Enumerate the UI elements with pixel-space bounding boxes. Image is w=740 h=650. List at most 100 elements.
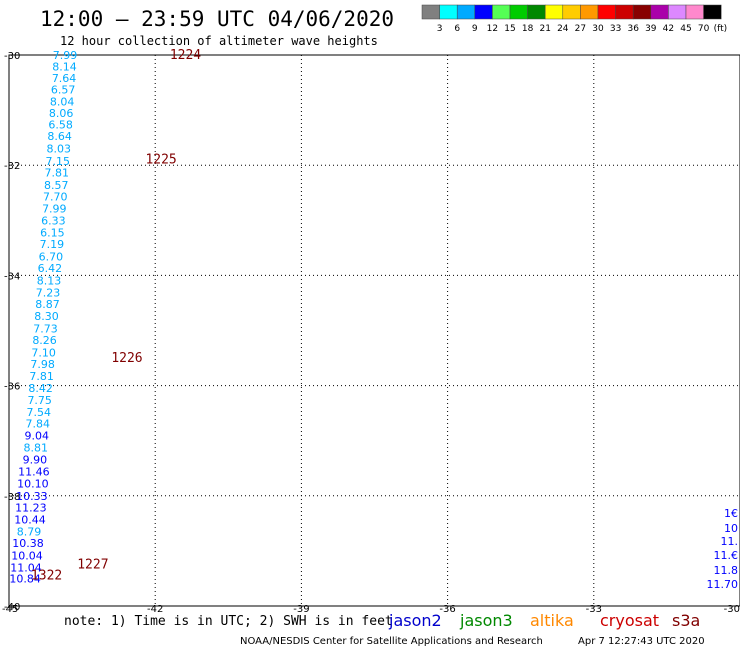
wave-height-value: 10.38 <box>12 537 44 550</box>
x-tick-label: -36 <box>439 604 455 615</box>
wave-height-value: 8.03 <box>46 143 71 156</box>
color-scale-swatch <box>456 4 476 20</box>
edge-wave-height-value: 1€ <box>724 507 738 520</box>
wave-height-value: 10.10 <box>17 478 49 491</box>
wave-height-value: 10.04 <box>11 549 43 562</box>
wave-height-value: 7.70 <box>43 191 68 204</box>
color-scale-label: 6 <box>454 24 460 34</box>
x-tick-label: -42 <box>147 604 163 615</box>
satellite-legend: jason2 jason3 altika cryosat s3a <box>388 611 700 630</box>
x-tick-label: -33 <box>586 604 602 615</box>
plot-frame <box>8 54 740 607</box>
wave-height-value: 10.33 <box>16 490 48 503</box>
wave-height-value: 7.81 <box>29 370 54 383</box>
wave-height-value: 7.19 <box>40 238 65 251</box>
wave-height-value: 8.26 <box>32 334 57 347</box>
wave-height-value: 11.46 <box>18 466 50 479</box>
pass-labels: 1224 1225 1226 1227 1322 <box>31 48 201 584</box>
edge-wave-height-value: 11.8 <box>714 564 739 577</box>
y-tick-label: -30 <box>4 51 20 62</box>
color-scale-swatch <box>703 4 722 20</box>
wave-height-value: 8.87 <box>35 298 60 311</box>
pass-label: 1224 <box>170 48 201 63</box>
wave-height-value: 10.84 <box>9 572 41 585</box>
wave-height-value: 6.42 <box>38 262 63 275</box>
color-scale-unit: (ft) <box>714 24 728 34</box>
y-tick-label: -36 <box>4 382 20 393</box>
color-scale-label: 12 <box>487 24 498 34</box>
x-axis-ticks: -45 -42 -39 -36 -33 -30 <box>2 604 740 615</box>
wave-height-value: 11.23 <box>15 501 47 514</box>
footer-credit: NOAA/NESDIS Center for Satellite Applica… <box>240 636 543 647</box>
footer-timestamp: Apr 7 12:27:43 UTC 2020 <box>578 636 705 647</box>
color-scale-swatch <box>632 4 652 20</box>
color-scale-swatch <box>562 4 581 20</box>
chart-title: 12:00 – 23:59 UTC 04/06/2020 <box>40 7 394 31</box>
wave-height-value: 8.57 <box>44 179 69 192</box>
wave-height-value: 7.15 <box>45 155 70 168</box>
wave-height-value: 8.79 <box>17 526 42 539</box>
wave-height-value: 8.14 <box>52 61 77 74</box>
wave-height-value: 10.44 <box>14 513 46 526</box>
color-scale-swatch <box>685 4 704 20</box>
y-tick-label: -40 <box>4 602 20 613</box>
wave-height-value: 9.04 <box>25 430 50 443</box>
wave-height-value: 7.10 <box>31 347 56 360</box>
y-axis-ticks: -30 -32 -34 -36 -38 -40 <box>4 51 20 613</box>
wave-height-value: 7.64 <box>52 72 77 85</box>
color-scale-label: 21 <box>539 24 550 34</box>
wave-height-value: 8.06 <box>49 107 74 120</box>
wave-height-value: 7.81 <box>45 166 70 179</box>
satellite-jason3-label: jason3 <box>459 611 513 630</box>
wave-height-value: 7.73 <box>33 322 58 335</box>
color-scale-label: 42 <box>663 24 674 34</box>
color-scale-swatch <box>615 4 634 20</box>
color-scale-label: 30 <box>592 24 604 34</box>
satellite-altika-label: altika <box>530 611 574 630</box>
wave-height-value: 7.99 <box>53 49 78 62</box>
wave-height-value: 11.04 <box>10 561 42 574</box>
wave-height-value: 9.90 <box>23 453 48 466</box>
y-tick-label: -34 <box>4 271 20 282</box>
pass-label: 1227 <box>77 558 108 573</box>
pass-label: 1322 <box>31 569 62 584</box>
edge-wave-height-value: 10 <box>724 522 738 535</box>
edge-wave-height-value: 11.€ <box>714 549 739 562</box>
edge-wave-height-value: 11.70 <box>707 578 739 591</box>
wave-height-value: 8.13 <box>37 274 62 287</box>
color-scale-label: 15 <box>504 24 515 34</box>
color-scale-swatch <box>509 4 528 20</box>
wave-height-value: 7.99 <box>42 203 67 216</box>
color-scale-label: 27 <box>575 24 586 34</box>
pass-label: 1225 <box>145 153 176 168</box>
wave-height-value: 6.15 <box>40 226 65 239</box>
color-scale-swatch <box>668 4 687 20</box>
y-tick-label: -38 <box>4 492 20 503</box>
chart-subtitle: 12 hour collection of altimeter wave hei… <box>60 34 378 48</box>
x-tick-label: -45 <box>2 604 18 615</box>
color-scale-label: 3 <box>437 24 443 34</box>
wave-height-value: 8.64 <box>47 130 72 143</box>
wave-height-value: 8.42 <box>28 382 53 395</box>
color-scale-swatch <box>439 4 458 20</box>
wave-height-value: 6.70 <box>39 251 64 264</box>
color-scale-swatch <box>544 4 564 20</box>
wave-height-value: 7.75 <box>27 394 52 407</box>
x-tick-label: -39 <box>293 604 309 615</box>
wave-height-value: 8.04 <box>50 95 75 108</box>
color-scale-swatch <box>492 4 511 20</box>
satellite-s3a-label: s3a <box>672 611 700 630</box>
wave-height-value: 8.81 <box>24 441 49 454</box>
color-scale-swatch <box>597 4 616 20</box>
wave-height-points: 7.998.147.646.578.048.066.588.648.037.15… <box>9 49 77 585</box>
color-scale-label: 24 <box>557 24 569 34</box>
wave-height-value: 7.84 <box>26 418 51 431</box>
color-scale-label: 39 <box>645 24 657 34</box>
wave-height-value: 8.30 <box>34 310 59 323</box>
satellite-cryosat-label: cryosat <box>600 611 659 630</box>
wave-height-value: 6.58 <box>48 118 73 131</box>
y-tick-label: -32 <box>4 161 20 172</box>
color-scale-label: 18 <box>522 24 534 34</box>
